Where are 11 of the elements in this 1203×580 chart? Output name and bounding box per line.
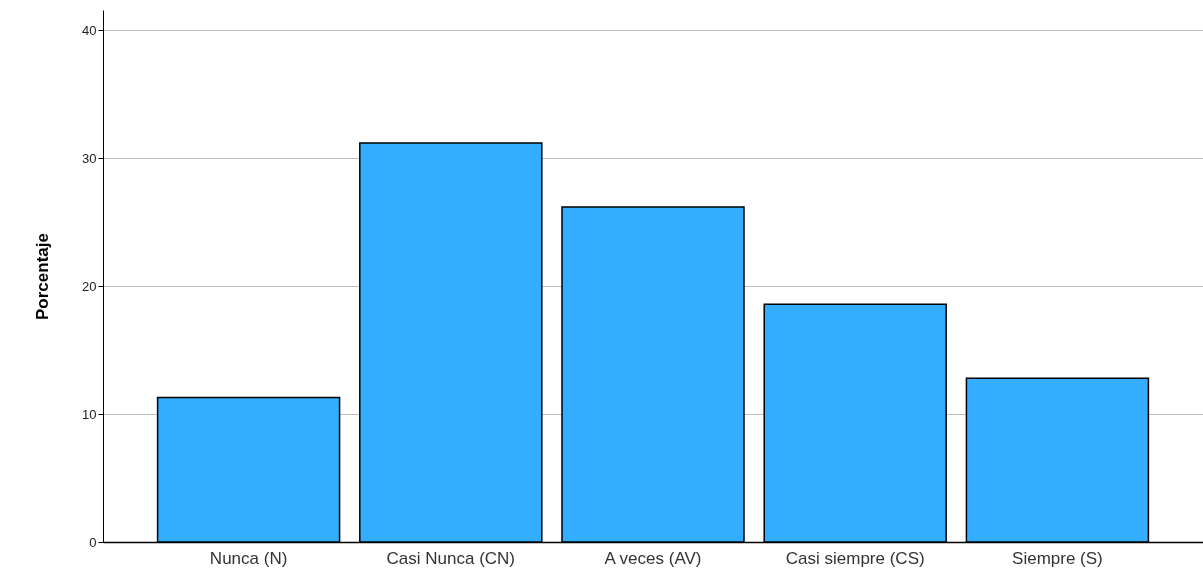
x-tick-label: Casi Nunca (CN) — [386, 548, 516, 568]
y-tick-label: 10 — [82, 406, 97, 422]
y-tick-label: 20 — [82, 278, 97, 294]
y-axis-title: Porcentaje — [33, 233, 53, 320]
x-tick-label: Casi siempre (CS) — [785, 548, 925, 568]
x-tick-label: Nunca (N) — [209, 548, 288, 568]
x-tick-label: Siempre (S) — [1012, 548, 1103, 568]
x-tick-label: A veces (AV) — [604, 548, 702, 568]
y-tick-label: 30 — [82, 150, 97, 166]
y-tick-label: 40 — [82, 22, 97, 38]
y-tick-label: 0 — [89, 534, 97, 550]
